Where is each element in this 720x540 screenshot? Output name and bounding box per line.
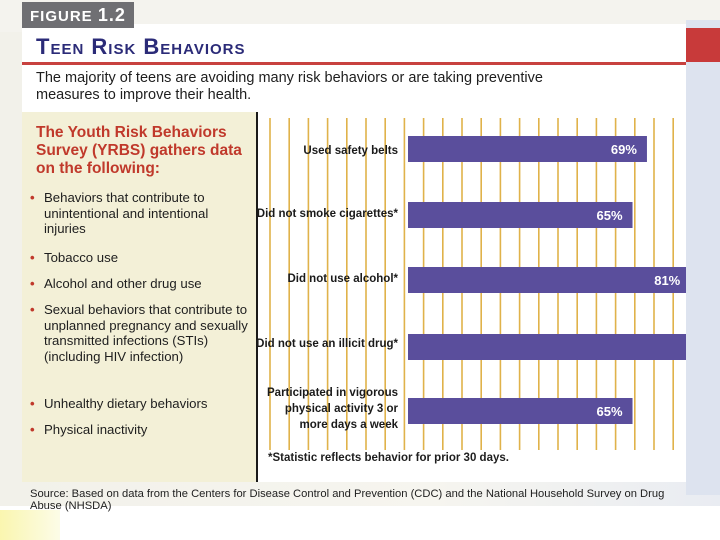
list-item: Sexual behaviors that contribute to unpl… (30, 302, 248, 364)
figure-number: 1.2 (97, 5, 126, 25)
value-label: 65% (596, 208, 622, 223)
bar (408, 136, 647, 162)
bar-chart: Used safety belts 69% Did not smoke cigare… (256, 118, 720, 450)
chart-panel: Used safety belts 69% Did not smoke cigare… (256, 112, 720, 482)
title-panel (22, 24, 686, 114)
yrbs-heading: The Youth Risk Behaviors Survey (YRBS) g… (36, 124, 242, 177)
right-margin (686, 20, 720, 495)
right-margin-accent (686, 28, 720, 62)
category-label: Did not smoke cigarettes* (258, 208, 399, 220)
bar (408, 334, 720, 360)
title-divider (22, 62, 686, 65)
category-label: Did not use an illicit drug* (258, 338, 399, 350)
bar (408, 267, 691, 293)
bottom-strip (0, 506, 720, 540)
list-item: Unhealthy dietary behaviors (30, 396, 248, 412)
bar (408, 398, 633, 424)
category-label: physical activity 3 or (285, 403, 399, 415)
list-item: Behaviors that contribute to unintention… (30, 190, 248, 237)
corner-mark (0, 510, 60, 540)
category-label: Participated in vigorous (267, 387, 398, 399)
category-label: Used safety belts (303, 145, 398, 157)
value-label: 65% (596, 404, 622, 419)
bar (408, 202, 633, 228)
footnote: *Statistic reflects behavior for prior 3… (268, 452, 509, 464)
subtitle: The majority of teens are avoiding many … (36, 70, 543, 103)
page-title: Teen Risk Behaviors (36, 34, 246, 59)
category-label: Did not use alcohol* (287, 273, 398, 285)
list-item: Alcohol and other drug use (30, 276, 248, 292)
source-note: Source: Based on data from the Centers f… (30, 488, 665, 512)
value-label: 69% (611, 142, 637, 157)
list-item: Physical inactivity (30, 422, 248, 438)
figure-label: FIGURE (30, 8, 93, 25)
value-label: 81% (654, 273, 680, 288)
figure-tab: FIGURE 1.2 (22, 2, 134, 28)
category-label: more days a week (300, 419, 399, 431)
yrbs-panel (22, 112, 256, 482)
list-item: Tobacco use (30, 250, 248, 266)
